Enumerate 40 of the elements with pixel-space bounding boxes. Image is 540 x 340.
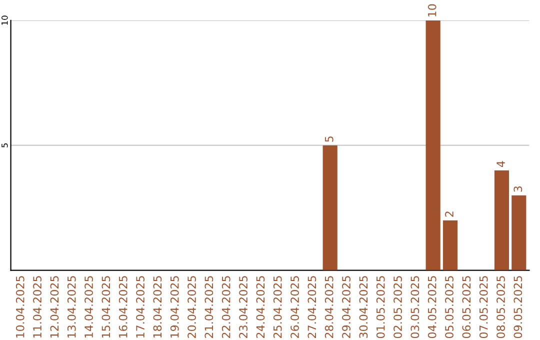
x-tick-label: 23.04.2025	[239, 276, 248, 338]
data-label: 3	[514, 186, 522, 192]
x-tick-label: 20.04.2025	[188, 276, 196, 338]
x-tick-label: 03.05.2025	[410, 276, 420, 338]
x-tick-label: 27.04.2025	[308, 276, 316, 338]
x-tick-label: 26.04.2025	[290, 276, 299, 338]
x-tick-label: 15.04.2025	[102, 276, 110, 338]
x-tick-label: 14.04.2025	[84, 276, 93, 338]
x-tick-label: 29.04.2025	[342, 276, 350, 338]
x-tick-label: 01.05.2025	[376, 276, 385, 338]
x-tick-label: 09.05.2025	[514, 276, 522, 338]
x-tick-label: 30.04.2025	[359, 276, 368, 338]
data-label: 5	[325, 136, 334, 142]
x-tick-label: 28.04.2025	[324, 276, 334, 338]
bar	[442, 220, 458, 270]
data-label: 4	[496, 161, 505, 168]
x-tick-label: 17.04.2025	[136, 276, 144, 338]
x-tick-label: 05.05.2025	[445, 276, 454, 338]
data-label: 10	[428, 4, 436, 16]
x-tick-label: 07.05.2025	[479, 276, 488, 338]
x-tick-label: 24.04.2025	[256, 276, 265, 338]
x-tick-label: 16.04.2025	[118, 276, 128, 338]
x-tick-label: 21.04.2025	[204, 276, 214, 338]
x-tick-label: 19.04.2025	[170, 276, 179, 338]
bar	[426, 20, 440, 270]
x-tick-label: 04.05.2025	[428, 276, 436, 338]
bar	[512, 195, 526, 270]
x-tick-label: 22.04.2025	[222, 276, 230, 338]
x-tick-label: 25.04.2025	[273, 276, 282, 338]
x-tick-label: 13.04.2025	[67, 276, 76, 338]
x-tick-label: 06.05.2025	[462, 276, 471, 338]
x-tick-label: 02.05.2025	[394, 276, 402, 338]
x-tick-label: 10.04.2025	[16, 276, 24, 338]
x-tick-label: 18.04.2025	[153, 276, 162, 338]
x-tick-label: 08.05.2025	[496, 276, 505, 338]
x-tick-label: 12.04.2025	[50, 276, 59, 338]
data-label: 2	[445, 212, 454, 217]
x-tick-label: 11.04.2025	[33, 276, 42, 338]
bar	[322, 145, 338, 270]
bar	[494, 170, 510, 270]
